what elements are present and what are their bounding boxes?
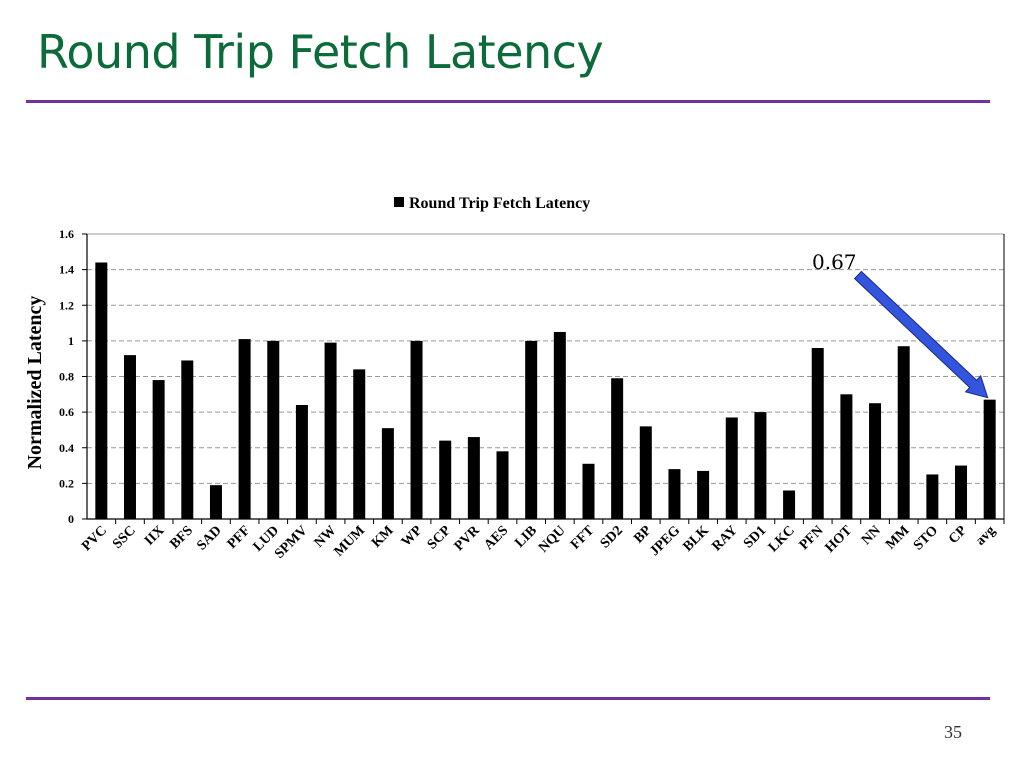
x-tick-label: NN [859, 523, 884, 548]
y-tick-label: 0.2 [59, 476, 74, 490]
footer-divider [26, 697, 990, 700]
x-tick-label: NQU [536, 523, 569, 556]
y-tick-label: 1.4 [59, 263, 74, 277]
y-tick-label: 1 [68, 334, 74, 348]
bar-pff [238, 339, 251, 519]
bars [95, 262, 996, 519]
x-tick-label: MM [883, 523, 912, 552]
bar-blk [697, 470, 710, 519]
x-tick-label: LIB [512, 523, 540, 551]
bar-mm [897, 346, 910, 519]
bar-ssc [123, 355, 136, 519]
y-tick-label: 0.8 [59, 370, 74, 384]
callout-arrow [853, 270, 989, 399]
y-axis-label: Normalized Latency [24, 296, 46, 470]
bar-aes [496, 451, 509, 519]
bar-lkc [783, 490, 796, 519]
x-tick-label: HOT [823, 523, 856, 556]
bar-sd2 [611, 378, 624, 519]
bar-pvc [95, 262, 108, 519]
x-tick-label: SD1 [741, 523, 769, 551]
legend: Round Trip Fetch Latency [394, 195, 590, 212]
x-tick-label: PFF [225, 523, 254, 552]
bar-jpeg [668, 469, 681, 519]
bar-iix [152, 380, 165, 519]
x-tick-label: PVR [452, 523, 484, 555]
page-number: 35 [944, 722, 962, 742]
bar-avg [983, 399, 996, 519]
x-tick-label: LKC [766, 523, 798, 555]
y-tick-label: 0.4 [59, 441, 74, 455]
bar-sad [209, 485, 222, 519]
grid-lines [87, 233, 1004, 484]
y-tick-label: 0 [68, 512, 74, 526]
x-tick-label: SCP [425, 523, 455, 553]
x-tick-label: RAY [709, 523, 740, 554]
title-divider [26, 100, 990, 103]
x-tick-label: MUM [332, 523, 368, 559]
x-tick-label: STO [911, 523, 941, 553]
legend-label: Round Trip Fetch Latency [409, 195, 590, 212]
bar-nn [869, 403, 882, 519]
y-tick-label: 0.6 [59, 405, 74, 419]
x-tick-label: PVC [79, 523, 110, 554]
bar-pfn [811, 348, 824, 519]
x-tick-label: avg [973, 523, 998, 548]
x-tick-label: BFS [167, 523, 196, 552]
x-tick-label: FFT [568, 523, 598, 553]
avg-callout: 0.67 [812, 250, 989, 399]
legend-swatch [394, 197, 404, 207]
y-tick-label: 1.6 [59, 227, 74, 241]
x-tick-label: IIX [142, 523, 167, 548]
x-tick-label: KM [369, 523, 397, 551]
bar-pvr [467, 437, 480, 519]
bar-ray [725, 417, 738, 519]
bar-bp [639, 426, 652, 519]
bar-fft [582, 463, 595, 519]
bar-nw [324, 342, 337, 519]
bar-km [381, 428, 394, 519]
bar-lib [525, 340, 538, 519]
x-tick-label: SD2 [598, 523, 626, 551]
bar-wp [410, 340, 423, 519]
bar-cp [955, 465, 968, 519]
x-tick-label: SPMV [272, 523, 311, 562]
bar-bfs [181, 360, 194, 519]
x-tick-label: CP [946, 523, 970, 547]
bar-scp [439, 440, 452, 519]
y-tick-label: 1.2 [59, 298, 74, 312]
x-tick-label: JPEG [647, 523, 683, 559]
x-tick-label: SSC [110, 523, 139, 552]
x-tick-label: AES [481, 523, 511, 553]
x-tick-label: WP [399, 523, 426, 550]
x-tick-label: PFN [797, 523, 827, 553]
callout-label: 0.67 [812, 250, 857, 274]
bar-mum [353, 369, 366, 519]
x-tick-label: BLK [680, 523, 712, 555]
y-tick-labels: 0 0.2 0.4 0.6 0.8 1 1.2 1.4 1.6 [59, 227, 87, 526]
bar-hot [840, 394, 853, 519]
slide-title: Round Trip Fetch Latency [37, 25, 604, 79]
bar-nqu [553, 331, 566, 519]
x-tick-label: BP [631, 523, 655, 547]
bar-sd1 [754, 412, 767, 519]
bar-spmv [295, 405, 308, 519]
bar-sto [926, 474, 939, 519]
x-tick-label: SAD [194, 523, 224, 553]
bar-lud [267, 340, 280, 519]
